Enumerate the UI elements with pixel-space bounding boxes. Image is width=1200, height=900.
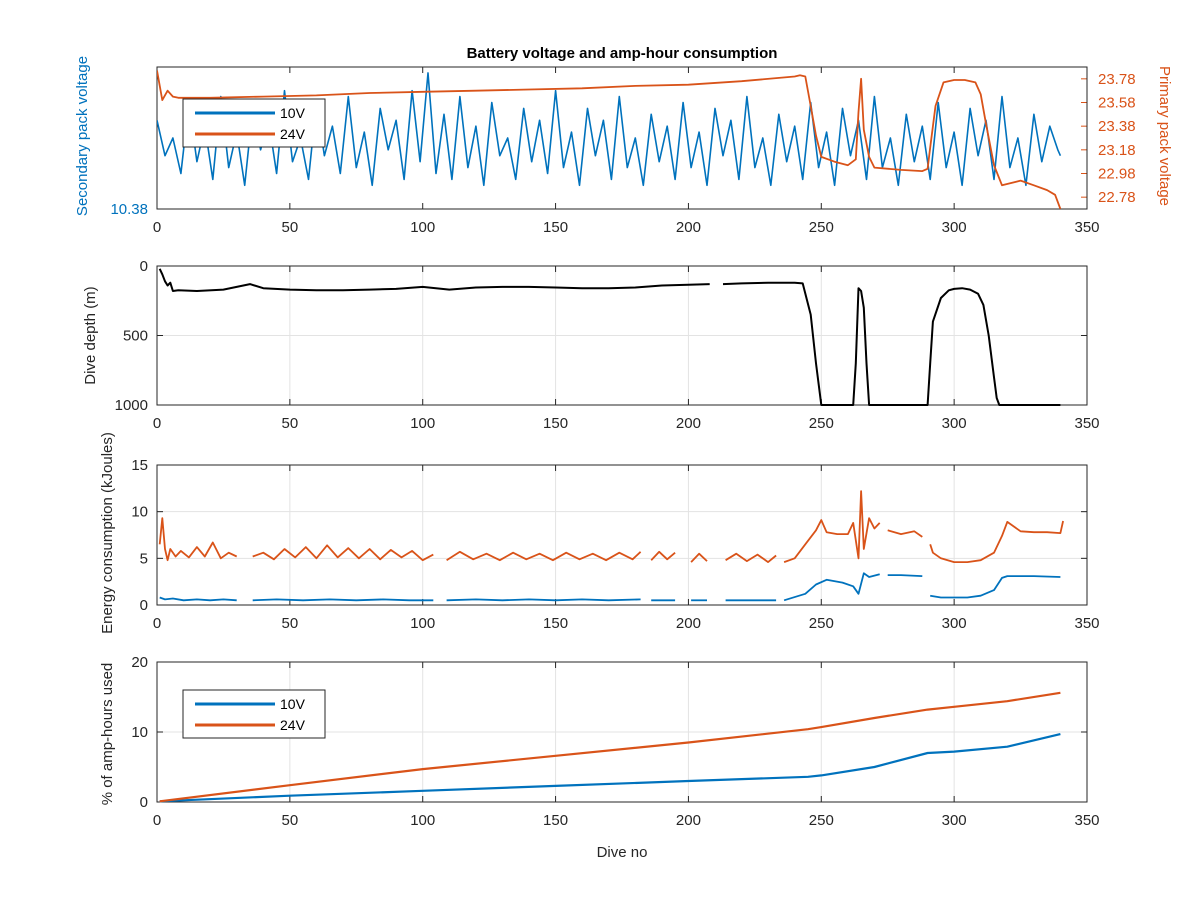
voltage-right-ytick-label: 22.98 bbox=[1098, 166, 1136, 183]
voltage-right-ytick-label: 22.78 bbox=[1098, 189, 1136, 206]
energy-series-24v-segment bbox=[446, 550, 642, 562]
energy-xtick-label: 250 bbox=[809, 615, 834, 632]
voltage-ylabel-left: Secondary pack voltage bbox=[74, 56, 91, 216]
energy-series-24v-segment bbox=[158, 517, 238, 562]
amphours-xtick-label: 100 bbox=[410, 812, 435, 829]
depth-xtick-label: 350 bbox=[1074, 415, 1099, 432]
depth-xtick-label: 200 bbox=[676, 415, 701, 432]
amphours-axes: 0 50 100 150 200 250 300 350 0 10 20 bbox=[131, 654, 1099, 829]
amphours-legend-label-24v: 24V bbox=[280, 717, 306, 733]
depth-ytick-label: 500 bbox=[123, 328, 148, 345]
voltage-xtick-label: 0 bbox=[153, 219, 161, 236]
voltage-xtick-label: 50 bbox=[282, 219, 299, 236]
energy-series-10v-segment bbox=[783, 572, 880, 602]
energy-series-24v-segment bbox=[650, 550, 676, 561]
voltage-right-ytick-label: 23.38 bbox=[1098, 118, 1136, 135]
energy-series-24v-segment bbox=[929, 520, 1064, 563]
energy-series-24v-segment bbox=[690, 552, 708, 563]
amphours-lines bbox=[159, 691, 1061, 803]
amphours-xtick-label: 250 bbox=[809, 812, 834, 829]
voltage-series-10v bbox=[157, 72, 1062, 187]
depth-xtick-label: 150 bbox=[543, 415, 568, 432]
voltage-axes-box bbox=[156, 66, 1088, 210]
voltage-series-24v bbox=[157, 70, 1062, 209]
depth-series-segment bbox=[158, 268, 710, 292]
energy-ytick-label: 5 bbox=[140, 550, 148, 567]
energy-series-10v-segment bbox=[930, 575, 1061, 599]
amphours-xtick-label: 0 bbox=[153, 812, 161, 829]
amphours-ytick-label: 20 bbox=[131, 654, 148, 671]
depth-xtick-label: 250 bbox=[809, 415, 834, 432]
amphours-legend-box bbox=[182, 689, 326, 739]
energy-series-24v-segment bbox=[725, 552, 777, 563]
amphours-ytick-label: 0 bbox=[140, 794, 148, 811]
voltage-legend-box bbox=[182, 98, 326, 148]
voltage-lines bbox=[157, 70, 1062, 209]
energy-axes: 0 50 100 150 200 250 300 350 0 5 10 15 bbox=[131, 457, 1099, 632]
depth-xtick-label: 0 bbox=[153, 415, 161, 432]
amphours-series-24v bbox=[159, 691, 1061, 803]
energy-xtick-label: 50 bbox=[282, 615, 299, 632]
voltage-right-ytick-label: 23.58 bbox=[1098, 95, 1136, 112]
amphours-legend-label-10v: 10V bbox=[280, 696, 306, 712]
energy-series-10v-segment bbox=[252, 598, 434, 602]
energy-xtick-label: 150 bbox=[543, 615, 568, 632]
voltage-ylabel-right: Primary pack voltage bbox=[1156, 66, 1173, 206]
depth-lines bbox=[158, 268, 1061, 406]
energy-lines bbox=[158, 490, 1064, 602]
energy-series-24v-segment bbox=[887, 529, 923, 538]
depth-ytick-label: 0 bbox=[140, 258, 148, 275]
energy-ylabel: Energy consumption (kJoules) bbox=[99, 432, 116, 634]
voltage-right-ytick-label: 23.18 bbox=[1098, 142, 1136, 159]
voltage-legend-label-24v: 24V bbox=[280, 126, 306, 142]
voltage-xtick-label: 150 bbox=[543, 219, 568, 236]
voltage-xtick-label: 100 bbox=[410, 219, 435, 236]
amphours-xlabel: Dive no bbox=[597, 844, 648, 861]
voltage-xtick-label: 350 bbox=[1074, 219, 1099, 236]
amphours-xtick-label: 150 bbox=[543, 812, 568, 829]
depth-axes-box bbox=[156, 265, 1088, 406]
amphours-series-10v bbox=[159, 733, 1061, 803]
energy-xtick-label: 100 bbox=[410, 615, 435, 632]
amphours-xtick-label: 200 bbox=[676, 812, 701, 829]
voltage-legend-label-10v: 10V bbox=[280, 105, 306, 121]
energy-axes-box bbox=[156, 464, 1088, 606]
depth-xtick-label: 50 bbox=[282, 415, 299, 432]
depth-xtick-label: 100 bbox=[410, 415, 435, 432]
energy-xtick-label: 0 bbox=[153, 615, 161, 632]
energy-series-10v-segment bbox=[159, 596, 237, 602]
energy-ytick-label: 15 bbox=[131, 457, 148, 474]
energy-xtick-label: 300 bbox=[942, 615, 967, 632]
depth-ytick-label: 1000 bbox=[115, 397, 148, 414]
energy-xtick-label: 350 bbox=[1074, 615, 1099, 632]
chart-title: Battery voltage and amp-hour consumption bbox=[467, 45, 778, 62]
depth-axes: 0 50 100 150 200 250 300 350 0 500 1000 bbox=[115, 258, 1100, 432]
energy-series-10v-segment bbox=[887, 574, 923, 577]
energy-series-10v-segment bbox=[446, 598, 641, 602]
energy-series-24v-segment bbox=[252, 544, 434, 562]
energy-ytick-label: 0 bbox=[140, 597, 148, 614]
energy-plot-area bbox=[157, 465, 1087, 605]
amphours-axes-box bbox=[156, 661, 1088, 803]
amphours-xtick-label: 300 bbox=[942, 812, 967, 829]
depth-series-segment bbox=[722, 281, 1061, 406]
voltage-right-ytick-label: 23.78 bbox=[1098, 71, 1136, 88]
depth-xtick-label: 300 bbox=[942, 415, 967, 432]
energy-ytick-label: 10 bbox=[131, 504, 148, 521]
amphours-xtick-label: 350 bbox=[1074, 812, 1099, 829]
energy-xtick-label: 200 bbox=[676, 615, 701, 632]
voltage-axes: 0 50 100 150 200 250 300 350 10.38 22.78 22.98 23.1… bbox=[110, 66, 1136, 236]
voltage-xtick-label: 250 bbox=[809, 219, 834, 236]
energy-series-24v-segment bbox=[783, 490, 881, 563]
voltage-xtick-label: 300 bbox=[942, 219, 967, 236]
voltage-xtick-label: 200 bbox=[676, 219, 701, 236]
amphours-xtick-label: 50 bbox=[282, 812, 299, 829]
depth-ylabel: Dive depth (m) bbox=[82, 286, 99, 384]
amphours-ytick-label: 10 bbox=[131, 724, 148, 741]
voltage-left-ytick-label: 10.38 bbox=[110, 201, 148, 218]
amphours-ylabel: % of amp-hours used bbox=[99, 663, 116, 806]
